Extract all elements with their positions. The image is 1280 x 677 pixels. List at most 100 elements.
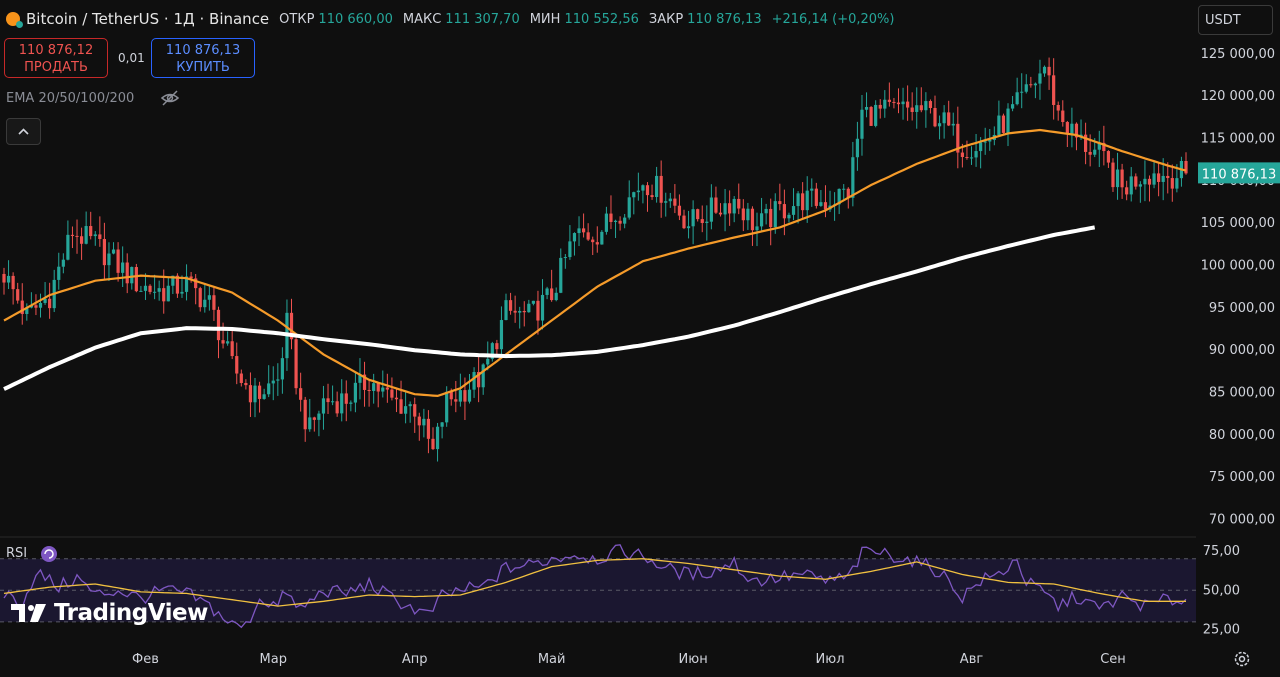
candle-body — [221, 340, 225, 344]
eye-hidden-icon[interactable] — [160, 89, 180, 107]
candle-body — [613, 220, 618, 222]
time-tick-label: Фев — [132, 652, 159, 667]
candle-body — [34, 305, 38, 308]
candle-body — [98, 234, 102, 240]
currency-selector[interactable]: USDT — [1198, 5, 1273, 35]
price-tick-label: 75 000,00 — [1209, 470, 1275, 485]
candle-body — [504, 300, 508, 321]
sell-button[interactable]: 110 876,12 ПРОДАТЬ — [4, 38, 108, 78]
candle-body — [20, 300, 24, 314]
tradingview-logo[interactable]: TradingView — [10, 600, 208, 626]
rsi-tick-label: 25,00 — [1203, 623, 1240, 638]
candle-body — [842, 188, 846, 190]
candle-body — [1056, 104, 1060, 111]
candle-body — [399, 399, 403, 414]
candle-body — [814, 188, 818, 206]
high-value: 111 307,70 — [445, 11, 520, 27]
candle-body — [960, 152, 964, 158]
candle-body — [568, 241, 572, 258]
candle-body — [969, 157, 974, 159]
candle-body — [924, 101, 928, 111]
candle-body — [810, 188, 814, 191]
candle-body — [262, 394, 266, 399]
candle-body — [791, 206, 796, 215]
candle-body — [942, 112, 946, 124]
candle-body — [965, 157, 969, 159]
candle-body — [718, 212, 723, 215]
candle-body — [134, 267, 138, 292]
candle-body — [111, 249, 116, 254]
candle-body — [1175, 178, 1179, 189]
candle-body — [1143, 178, 1147, 185]
candle-body — [180, 291, 184, 294]
candle-body — [1015, 92, 1019, 105]
candle-body — [1029, 84, 1033, 86]
rsi-label[interactable]: RSI — [6, 546, 28, 561]
candle-body — [632, 192, 636, 198]
candle-body — [910, 107, 914, 112]
candle-body — [413, 404, 417, 417]
price-tick-label: 70 000,00 — [1209, 513, 1275, 528]
candle-body — [93, 234, 97, 237]
candle-body — [162, 288, 166, 302]
candle-body — [440, 422, 444, 427]
candle-body — [746, 208, 750, 221]
candle-body — [1088, 151, 1092, 155]
candle-body — [623, 217, 627, 224]
candle-body — [864, 106, 869, 110]
candle-body — [472, 372, 476, 390]
candle-body — [851, 157, 855, 198]
candle-body — [367, 389, 371, 391]
candle-body — [869, 106, 873, 126]
candle-body — [75, 235, 79, 237]
buy-button[interactable]: 110 876,13 КУПИТЬ — [151, 38, 255, 78]
rsi-pane: 75,00 50,00 25,00 — [0, 544, 1240, 638]
candle-body — [235, 356, 239, 374]
rsi-tick-label: 75,00 — [1203, 544, 1240, 559]
gear-icon[interactable] — [1232, 649, 1252, 669]
candle-body — [591, 239, 595, 243]
candle-body — [527, 303, 531, 313]
candle-body — [1033, 83, 1037, 86]
sell-price: 110 876,12 — [18, 43, 94, 58]
collapse-legend-button[interactable] — [6, 118, 41, 145]
candle-body — [157, 288, 161, 292]
ema-50-line — [3, 128, 1187, 398]
candle-body — [312, 417, 316, 420]
candle-body — [1134, 176, 1138, 187]
candle-body — [1065, 122, 1069, 134]
low-label: МИН — [529, 11, 561, 27]
time-axis[interactable]: Фев Мар Апр Май Июн Июл Авг Сен — [132, 652, 1126, 667]
tradingview-logo-icon — [11, 604, 46, 622]
ema-indicator-label[interactable]: EMA 20/50/100/200 — [6, 91, 135, 106]
candle-body — [518, 310, 522, 313]
candle-body — [1161, 175, 1165, 182]
candle-body — [372, 383, 376, 391]
candle-body — [691, 209, 695, 227]
candle-body — [1052, 75, 1056, 105]
rsi-tick-label: 50,00 — [1203, 583, 1240, 598]
candle-body — [84, 226, 88, 244]
candle-body — [737, 198, 741, 209]
time-tick-label: Май — [538, 652, 566, 667]
candle-body — [988, 139, 992, 142]
last-price-value: 110 876,13 — [1202, 167, 1276, 182]
candle-body — [696, 209, 700, 220]
candle-body — [572, 233, 577, 242]
candle-body — [294, 339, 298, 389]
refresh-icon[interactable] — [40, 545, 58, 563]
candle-body — [148, 285, 152, 292]
symbol-title[interactable]: Bitcoin / TetherUS · 1Д · Binance — [26, 10, 270, 28]
candle-body — [1120, 169, 1124, 188]
candle-body — [107, 253, 111, 266]
candle-body — [887, 99, 891, 102]
candle-body — [79, 236, 84, 244]
candle-body — [253, 385, 257, 403]
candle-body — [1006, 108, 1010, 133]
candle-body — [755, 226, 759, 231]
close-label: ЗАКР — [648, 11, 684, 27]
candle-body — [1010, 104, 1015, 109]
candle-body — [271, 380, 275, 384]
price-tick-label: 125 000,00 — [1201, 47, 1275, 62]
